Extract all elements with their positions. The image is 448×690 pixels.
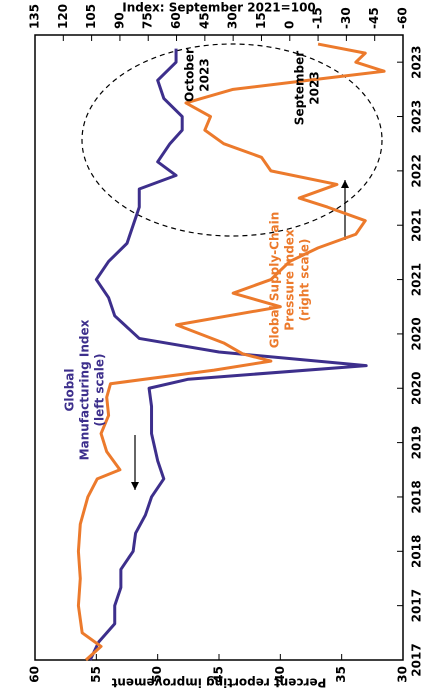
series-line <box>76 42 386 662</box>
y2-tick-label: 60 <box>169 12 183 29</box>
y-tick-label: 45 <box>212 666 226 683</box>
y2-tick-label: 120 <box>56 4 70 29</box>
y2-tick-label: 135 <box>28 4 42 29</box>
arrowhead <box>131 482 139 490</box>
arrowhead <box>341 180 349 188</box>
y-tick-label: 30 <box>396 666 410 683</box>
annotation: (left scale) <box>93 354 107 427</box>
y2-tick-label: -15 <box>311 7 325 29</box>
y-axis-title: Percent reporting improvement <box>111 676 326 690</box>
y2-tick-label: -45 <box>367 7 381 29</box>
y2-tick-label: 105 <box>84 4 98 29</box>
y2-tick-label: 90 <box>112 12 126 29</box>
annotation: Pressure Index <box>283 229 297 331</box>
annotation: Manufacturing Index <box>78 319 92 460</box>
y2-tick-label: 75 <box>141 12 155 29</box>
annotation: September <box>293 51 307 125</box>
y-tick-label: 40 <box>273 666 287 683</box>
x-tick-label: 2020 <box>410 317 424 350</box>
y2-tick-label: 45 <box>197 12 211 29</box>
x-tick-label: 2023 <box>410 45 424 78</box>
x-tick-label: 2021 <box>410 263 424 296</box>
x-tick-label: 2022 <box>410 154 424 187</box>
y-tick-label: 60 <box>28 666 42 683</box>
highlight-ellipse <box>81 43 383 237</box>
y-tick-label: 55 <box>89 666 103 683</box>
x-tick-label: 2021 <box>410 209 424 242</box>
y2-tick-label: 0 <box>282 21 296 29</box>
annotation: Global Supply-Chain <box>268 212 282 349</box>
x-tick-label: 2018 <box>410 535 424 568</box>
x-tick-label: 2023 <box>410 100 424 133</box>
annotation: 2023 <box>308 71 322 104</box>
annotation: 2023 <box>198 58 212 91</box>
y2-axis-title: Index: September 2021=100 <box>122 1 316 15</box>
annotation: Global <box>63 368 77 411</box>
rotated-chart: Percent reporting improvement Index: Sep… <box>28 1 424 690</box>
x-tick-label: 2018 <box>410 480 424 513</box>
annotation: October <box>183 48 197 102</box>
annotation: (right scale) <box>298 239 312 322</box>
y2-tick-label: -30 <box>339 7 353 29</box>
x-tick-label: 2017 <box>410 643 424 676</box>
y2-tick-label: 15 <box>254 12 268 29</box>
x-tick-label: 2017 <box>410 589 424 622</box>
x-tick-label: 2020 <box>410 372 424 405</box>
x-tick-label: 2019 <box>410 426 424 459</box>
y2-tick-label: 30 <box>226 12 240 29</box>
y2-tick-label: -60 <box>396 7 410 29</box>
y-tick-label: 50 <box>150 666 164 683</box>
y-tick-label: 35 <box>334 666 348 683</box>
series-line <box>88 48 368 661</box>
